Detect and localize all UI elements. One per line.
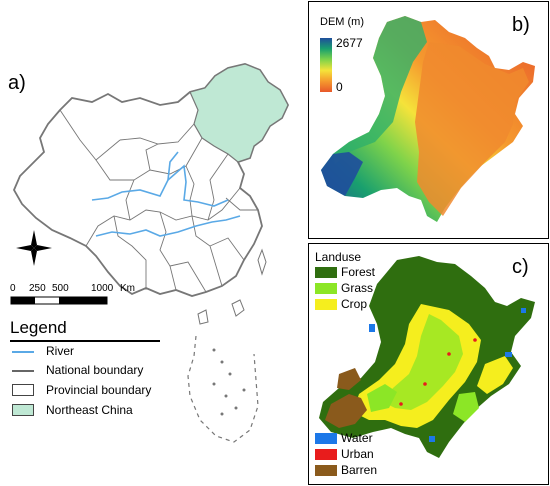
dem-max-label: 2677 — [336, 36, 363, 50]
scale-unit: Km — [120, 283, 135, 294]
scale-tick-1000: 1000 — [91, 283, 114, 294]
scale-tick-500: 500 — [52, 283, 69, 294]
provincial-boundary-legend-icon — [12, 384, 34, 396]
scale-bar — [10, 296, 108, 305]
landuse-urban: Urban — [341, 447, 374, 461]
legend-provincial-boundary: Provincial boundary — [46, 383, 152, 397]
dem-min-label: 0 — [336, 80, 343, 94]
dem-map — [321, 16, 535, 222]
china-map — [12, 63, 290, 443]
panel-c-label: c) — [512, 256, 529, 278]
rivers — [91, 151, 241, 237]
river-legend-icon — [12, 351, 34, 353]
landuse-grass: Grass — [341, 281, 374, 295]
landuse-map — [319, 256, 535, 458]
panel-a-label: a) — [8, 72, 26, 94]
crop-swatch — [315, 299, 337, 310]
scale-tick-0: 0 — [10, 283, 16, 294]
landuse-legend-title: Landuse — [315, 250, 362, 264]
forest-swatch — [315, 267, 337, 278]
northeast-china-legend-icon — [12, 404, 34, 416]
compass-icon — [16, 230, 52, 266]
south-china-sea-boundary — [187, 335, 259, 443]
barren-swatch — [315, 465, 337, 476]
landuse-crop: Crop — [341, 297, 368, 311]
dem-legend-title: DEM (m) — [320, 16, 364, 28]
northeast-china-region — [189, 63, 289, 163]
national-boundary-legend-icon — [12, 370, 34, 372]
landuse-forest: Forest — [341, 265, 376, 279]
landuse-barren: Barren — [341, 463, 378, 477]
dem-color-ramp — [320, 38, 332, 92]
legend-underline — [10, 340, 160, 342]
legend-river: River — [46, 344, 75, 358]
grass-swatch — [315, 283, 337, 294]
legend-national-boundary: National boundary — [46, 363, 144, 377]
sea-islands — [212, 348, 246, 416]
urban-swatch — [315, 449, 337, 460]
scale-tick-250: 250 — [29, 283, 46, 294]
landuse-water: Water — [341, 431, 373, 445]
legend-title: Legend — [10, 318, 67, 337]
islands — [197, 248, 267, 325]
legend-northeast-china: Northeast China — [46, 403, 133, 417]
water-swatch — [315, 433, 337, 444]
panel-b-label: b) — [512, 14, 530, 36]
